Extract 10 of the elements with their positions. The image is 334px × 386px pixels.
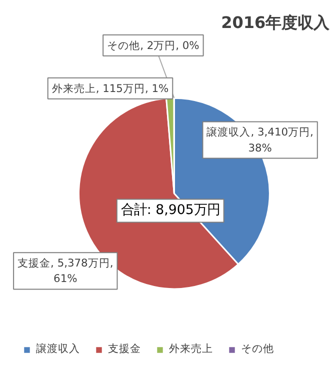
- data-label: 支援金, 5,378万円, 61%: [18, 256, 114, 286]
- data-label: 外来売上, 115万円, 1%: [52, 82, 169, 95]
- data-label: 譲渡収入, 3,410万円, 38%: [206, 126, 314, 154]
- text: 合計: 8,905万円: [120, 203, 220, 218]
- legend-label: その他: [241, 342, 274, 356]
- chart-title: 2016年度収入: [221, 12, 331, 32]
- data-label: その他, 2万円, 0%: [107, 38, 200, 52]
- legend-label: 支援金: [108, 342, 141, 356]
- legend-label: 外来売上: [169, 342, 213, 356]
- legend-label: 譲渡収入: [36, 342, 80, 356]
